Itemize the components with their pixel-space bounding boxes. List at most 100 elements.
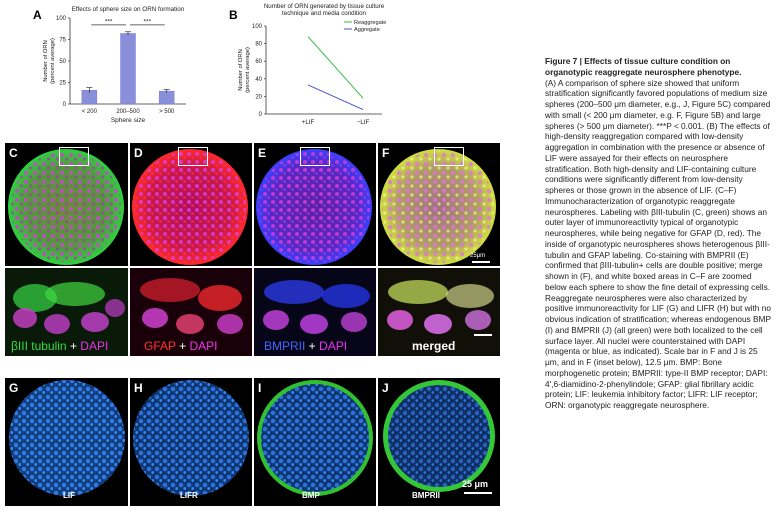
chart-b-ytick-label-1: 20 [255, 94, 262, 100]
stain-label-c: βIII tubulin + DAPI [11, 339, 108, 353]
sphere-i-image [257, 380, 373, 496]
scale-bar-bottom [464, 492, 492, 494]
sphere-c-image [8, 149, 124, 265]
inset-f: merged [378, 268, 500, 356]
chart-b-ytick-label-3: 60 [255, 59, 262, 65]
chart-b-series-line-1 [307, 84, 364, 111]
panel-letter-d: D [134, 146, 143, 160]
figure-caption: Figure 7 | Effects of tissue culture con… [545, 56, 771, 411]
sphere-f-image [380, 149, 496, 265]
chart-a-title: Effects of sphere size on ORN formation [72, 6, 185, 13]
stain-c-dapi: DAPI [80, 339, 109, 353]
chart-a-ytick-label-2: 50 [59, 59, 66, 65]
chart-a-xtick-label-0: < 200 [82, 109, 98, 115]
scale-label-top: 25μm [470, 253, 486, 259]
chart-b-ylabel-line1: Number of ORN [238, 49, 244, 91]
chart-a-ytick-label-4: 100 [56, 16, 67, 22]
sphere-j-image [383, 380, 495, 492]
micrograph-e: E [254, 143, 376, 266]
chart-a-xtick-label-2: > 500 [159, 109, 175, 115]
micrograph-d: D [130, 143, 252, 266]
panel-letter-a: A [33, 8, 42, 22]
chart-b-xtick-label-0: +LIF [302, 119, 315, 126]
chart-a-ylabel-line2: (percent average) [50, 38, 56, 84]
scale-bar-inset [474, 334, 492, 336]
inset-c: βIII tubulin + DAPI [5, 268, 128, 356]
inset-c-image [5, 268, 128, 356]
chart-a-sig-label-1: *** [144, 18, 152, 25]
stain-d-marker: GFAP [144, 339, 176, 353]
chart-a-xlabel: Sphere size [111, 117, 146, 124]
stain-d-dapi: DAPI [189, 339, 218, 353]
inset-e-image [254, 268, 376, 356]
chart-b-title: Number of ORN generated by tissue cultur… [264, 3, 385, 17]
chart-a: Effects of sphere size on ORN formation 0… [43, 6, 186, 124]
panel-letter-h: H [134, 381, 143, 395]
zoom-box-f [434, 147, 464, 166]
micrograph-c: C [5, 143, 128, 266]
chart-b: Number of ORN generated by tissue cultur… [238, 3, 386, 126]
inset-d-image [130, 268, 252, 356]
chart-b-ytick-label-0: 0 [259, 112, 263, 118]
sphere-e-image [256, 149, 372, 265]
inset-f-image [378, 268, 500, 356]
chart-a-xtick-label-1: 200–500 [116, 109, 140, 115]
stain-e-dapi: DAPI [319, 339, 348, 353]
chart-b-ytick-label-5: 100 [252, 24, 263, 30]
zoom-box-d [178, 147, 208, 166]
chart-b-ytick-label-2: 40 [255, 77, 262, 83]
micrograph-j: J BMPRII 25 μm [378, 378, 500, 506]
scale-bar-top [472, 261, 490, 263]
chart-a-ylabel-line1: Number of ORN [43, 40, 49, 82]
label-bmp: BMP [302, 491, 320, 500]
stain-c-marker: βIII tubulin [11, 339, 67, 353]
panel-letter-b: B [229, 8, 238, 22]
panel-letter-f: F [382, 146, 390, 160]
stain-label-d: GFAP + DAPI [144, 339, 218, 353]
panel-letter-j: J [382, 381, 389, 395]
stain-label-f: merged [412, 339, 455, 353]
chart-b-title-line2: technique and media condition [282, 10, 366, 17]
scale-label-bottom: 25 μm [462, 479, 489, 489]
chart-b-legend-label-1: Aggregate [354, 27, 380, 33]
chart-a-bar-1 [120, 33, 136, 105]
stain-f-merged: merged [412, 339, 456, 353]
sphere-h-image [133, 380, 249, 496]
zoom-box-c [59, 147, 89, 166]
stain-e-marker: BMPRII [264, 339, 306, 353]
stain-e-plus: + [305, 339, 320, 353]
panel-letter-g: G [9, 381, 19, 395]
chart-b-xtick-label-1: −LIF [357, 119, 370, 126]
inset-d: GFAP + DAPI [130, 268, 252, 356]
chart-a-sig-label-0: *** [105, 18, 113, 25]
label-lifr: LIFR [180, 491, 198, 500]
micrograph-i: I BMP [254, 378, 376, 506]
chart-a-ytick-label-0: 0 [63, 102, 67, 108]
chart-b-ytick-label-4: 80 [255, 42, 262, 48]
chart-b-legend-label-0: Reaggregate [354, 20, 386, 26]
zoom-box-e [300, 147, 330, 166]
micrograph-h: H LIFR [130, 378, 252, 506]
chart-b-ylabel: Number of ORN(percent average) [238, 47, 251, 93]
sphere-d-image [132, 149, 248, 265]
sphere-g-image [9, 380, 125, 496]
stain-d-plus: + [175, 339, 190, 353]
chart-a-ytick-label-3: 75 [59, 38, 66, 44]
micrograph-f: F 25μm [378, 143, 500, 266]
caption-body: (A) A comparison of sphere size showed t… [545, 77, 771, 411]
label-lif: LIF [63, 491, 75, 500]
chart-a-ytick-label-1: 25 [59, 81, 66, 87]
chart-b-ylabel-line2: (percent average) [245, 47, 251, 93]
chart-b-title-line1: Number of ORN generated by tissue cultur… [264, 3, 385, 10]
panel-letter-c: C [9, 146, 18, 160]
panel-letter-i: I [258, 381, 262, 395]
chart-a-ylabel: Number of ORN(percent average) [43, 38, 56, 84]
label-bmprii: BMPRII [412, 491, 440, 500]
chart-b-series-line-0 [307, 36, 364, 99]
panel-letter-e: E [258, 146, 267, 160]
stain-label-e: BMPRII + DAPI [264, 339, 347, 353]
inset-e: BMPRII + DAPI [254, 268, 376, 356]
chart-a-bar-2 [158, 90, 175, 105]
micrograph-g: G LIF [5, 378, 128, 506]
stain-c-plus: + [66, 339, 81, 353]
